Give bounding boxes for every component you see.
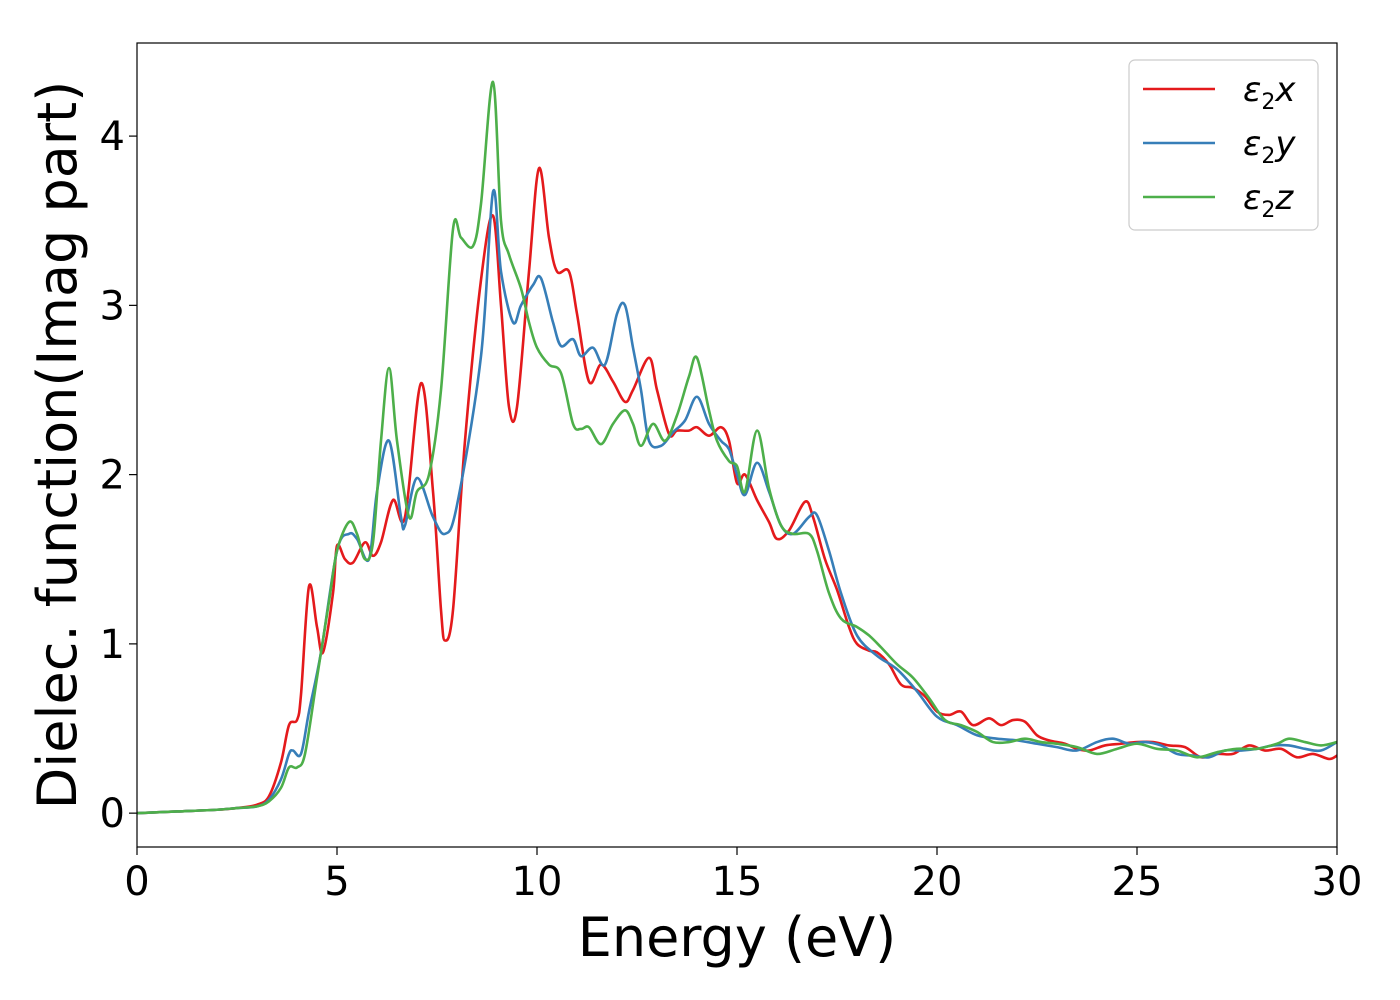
x-tick-label: 25 bbox=[1112, 859, 1163, 905]
x-tick-label: 20 bbox=[912, 859, 963, 905]
x-axis-label: Energy (eV) bbox=[578, 906, 897, 969]
y-axis-label: Dielec. function(Imag part) bbox=[26, 81, 89, 810]
legend-label-y: ε2y bbox=[1243, 124, 1296, 169]
x-tick-label: 10 bbox=[512, 859, 563, 905]
series-line-x bbox=[136, 166, 1338, 815]
y-tick-label: 2 bbox=[100, 453, 125, 499]
ticks-layer: 0 5 10 15 20 25 30 0 1 2 3 4 bbox=[100, 114, 1363, 905]
x-tick-label: 30 bbox=[1312, 859, 1363, 905]
y-tick-label: 3 bbox=[100, 283, 125, 329]
series-layer bbox=[136, 80, 1338, 815]
series-line-z bbox=[136, 80, 1338, 815]
legend-label-z: ε2z bbox=[1243, 178, 1294, 223]
legend-label-x: ε2x bbox=[1243, 70, 1296, 115]
y-tick-label: 1 bbox=[100, 622, 125, 668]
y-tick-label: 4 bbox=[100, 114, 125, 160]
series-line-y bbox=[136, 188, 1338, 815]
x-tick-label: 15 bbox=[712, 859, 763, 905]
x-tick-label: 0 bbox=[124, 859, 149, 905]
legend: ε2x ε2y ε2z bbox=[1128, 59, 1319, 231]
legend-box bbox=[1128, 59, 1319, 231]
x-tick-label: 5 bbox=[324, 859, 349, 905]
y-tick-label: 0 bbox=[100, 791, 125, 837]
